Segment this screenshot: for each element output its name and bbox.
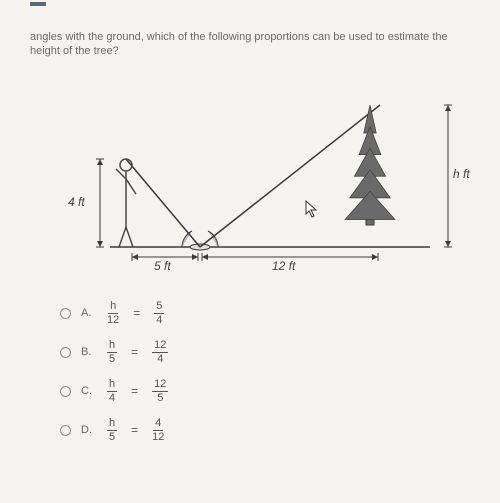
- answer-letter: B.: [81, 346, 97, 358]
- radio-icon[interactable]: [60, 386, 71, 397]
- radio-icon[interactable]: [60, 425, 71, 436]
- radio-icon[interactable]: [60, 308, 71, 319]
- fraction-lhs: h5: [107, 418, 117, 443]
- answer-c[interactable]: C. h4 = 125: [60, 379, 480, 404]
- answer-d[interactable]: D. h5 = 412: [60, 418, 480, 443]
- label-person-height: 4 ft: [68, 195, 85, 209]
- fraction-rhs: 124: [152, 340, 168, 365]
- section-badge: [30, 2, 46, 6]
- fraction-lhs: h5: [107, 340, 117, 365]
- radio-icon[interactable]: [60, 347, 71, 358]
- label-tree-height: h ft: [453, 167, 470, 181]
- answer-b[interactable]: B. h5 = 124: [60, 340, 480, 365]
- fraction-lhs: h4: [107, 379, 117, 404]
- equals-sign: =: [131, 423, 138, 437]
- equals-sign: =: [131, 384, 138, 398]
- fraction-rhs: 125: [152, 379, 168, 404]
- answer-choices: A. h12 = 54 B. h5 = 124 C. h4 = 125 D. h…: [60, 301, 480, 443]
- answer-letter: A.: [81, 307, 97, 319]
- answer-a[interactable]: A. h12 = 54: [60, 301, 480, 326]
- label-person-base: 5 ft: [154, 259, 171, 273]
- answer-letter: D.: [81, 424, 97, 436]
- diagram-svg: [50, 77, 470, 287]
- question-text: angles with the ground, which of the fol…: [30, 30, 450, 59]
- fraction-rhs: 54: [154, 301, 164, 326]
- fraction-lhs: h12: [107, 301, 119, 326]
- worksheet-page: angles with the ground, which of the fol…: [0, 0, 500, 503]
- fraction-rhs: 412: [152, 418, 164, 443]
- answer-letter: C.: [81, 385, 97, 397]
- equals-sign: =: [133, 306, 140, 320]
- equals-sign: =: [131, 345, 138, 359]
- similar-triangles-diagram: 4 ft 5 ft 12 ft h ft: [50, 77, 470, 287]
- label-tree-base: 12 ft: [272, 259, 295, 273]
